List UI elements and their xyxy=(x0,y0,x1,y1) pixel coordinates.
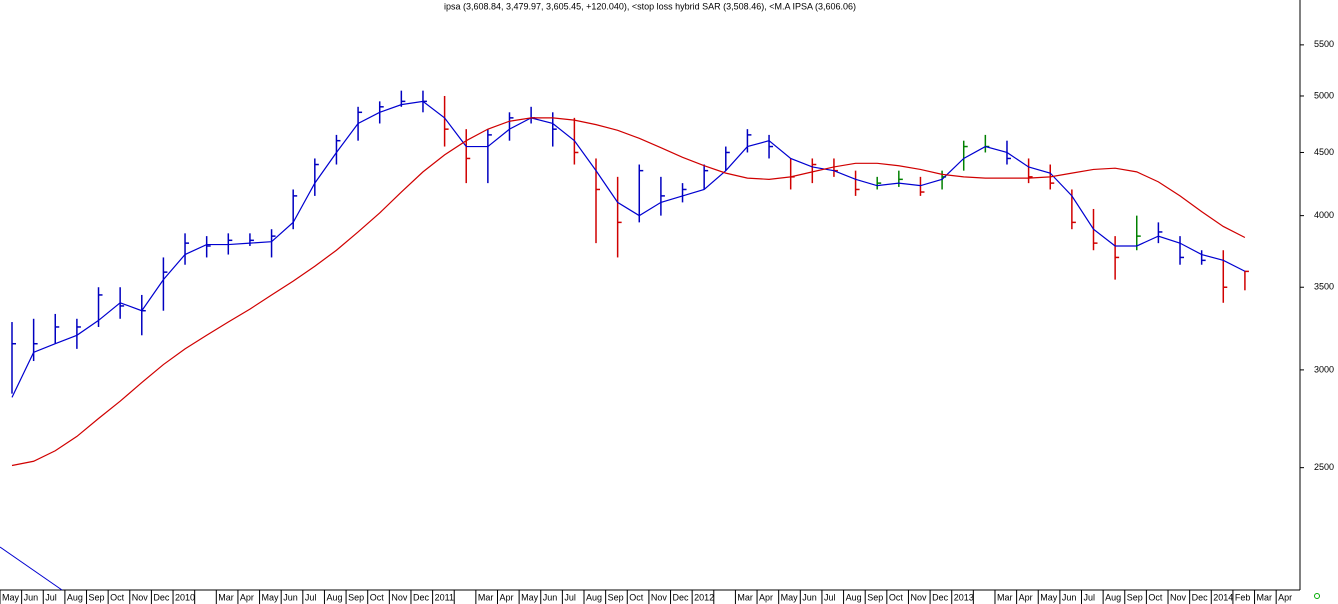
x-tick-label: 2014 xyxy=(1213,592,1233,602)
x-tick-label: Mar xyxy=(218,592,234,602)
x-tick-label: Mar xyxy=(1257,592,1273,602)
x-tick-label: Dec xyxy=(673,592,690,602)
x-tick-label: Aug xyxy=(1105,592,1121,602)
x-tick-label: Jun xyxy=(24,592,39,602)
x-tick-label: Nov xyxy=(132,592,149,602)
x-tick-label: Aug xyxy=(586,592,602,602)
x-tick-label: Jun xyxy=(1062,592,1077,602)
status-icon xyxy=(1314,593,1320,599)
x-tick-label: Nov xyxy=(910,592,927,602)
x-tick-label: Mar xyxy=(737,592,753,602)
y-tick-label: 4000 xyxy=(1314,210,1334,220)
y-tick-label: 4500 xyxy=(1314,147,1334,157)
x-tick-label: Jun xyxy=(283,592,298,602)
moving-average-line xyxy=(11,100,1246,398)
x-tick-label: Dec xyxy=(932,592,949,602)
x-tick-label: Nov xyxy=(391,592,408,602)
x-tick-label: Oct xyxy=(110,592,125,602)
x-tick-label: Mar xyxy=(997,592,1013,602)
x-tick-label: Sep xyxy=(1127,592,1143,602)
x-tick-label: May xyxy=(521,592,539,602)
x-tick-label: Dec xyxy=(153,592,170,602)
x-tick-label: 2013 xyxy=(954,592,974,602)
x-tick-label: Dec xyxy=(1192,592,1209,602)
x-tick-label: Jul xyxy=(305,592,317,602)
x-tick-label: Jun xyxy=(802,592,817,602)
x-tick-label: Mar xyxy=(478,592,494,602)
x-tick-label: Apr xyxy=(240,592,254,602)
x-tick-label: Nov xyxy=(651,592,668,602)
x-tick-label: Apr xyxy=(759,592,773,602)
x-tick-label: Oct xyxy=(370,592,385,602)
x-tick-label: May xyxy=(1040,592,1058,602)
x-tick-label: Sep xyxy=(89,592,105,602)
x-tick-label: Apr xyxy=(1278,592,1292,602)
x-tick-label: Feb xyxy=(1235,592,1251,602)
x-tick-label: Jul xyxy=(45,592,57,602)
x-tick-label: Apr xyxy=(499,592,513,602)
x-tick-label: Nov xyxy=(1170,592,1187,602)
y-tick-label: 5500 xyxy=(1314,39,1334,49)
x-tick-label: Aug xyxy=(67,592,83,602)
x-tick-label: Aug xyxy=(326,592,342,602)
x-tick-label: Sep xyxy=(348,592,364,602)
x-tick-label: Oct xyxy=(629,592,644,602)
x-tick-label: Sep xyxy=(867,592,883,602)
chart-title: ipsa (3,608.84, 3,479.97, 3,605.45, +120… xyxy=(444,1,856,11)
x-tick-label: Jul xyxy=(1084,592,1096,602)
x-tick-label: Oct xyxy=(889,592,904,602)
y-tick-label: 3500 xyxy=(1314,282,1334,292)
x-tick-label: May xyxy=(2,592,20,602)
y-tick-label: 5000 xyxy=(1314,90,1334,100)
x-tick-label: May xyxy=(262,592,280,602)
x-tick-label: Jul xyxy=(824,592,836,602)
x-tick-label: Apr xyxy=(1019,592,1033,602)
y-tick-label: 3000 xyxy=(1314,364,1334,374)
x-tick-label: May xyxy=(781,592,799,602)
x-tick-label: Oct xyxy=(1148,592,1163,602)
moving-average-line xyxy=(11,117,1246,467)
x-tick-label: Jun xyxy=(543,592,558,602)
x-tick-label: Sep xyxy=(608,592,624,602)
x-tick-label: Jul xyxy=(564,592,576,602)
y-tick-label: 2500 xyxy=(1314,462,1334,472)
x-tick-label: 2011 xyxy=(435,592,454,602)
trend-line xyxy=(0,546,63,591)
x-tick-label: 2012 xyxy=(694,592,714,602)
x-tick-label: Dec xyxy=(413,592,430,602)
x-tick-label: 2010 xyxy=(175,592,195,602)
x-tick-label: Aug xyxy=(846,592,862,602)
